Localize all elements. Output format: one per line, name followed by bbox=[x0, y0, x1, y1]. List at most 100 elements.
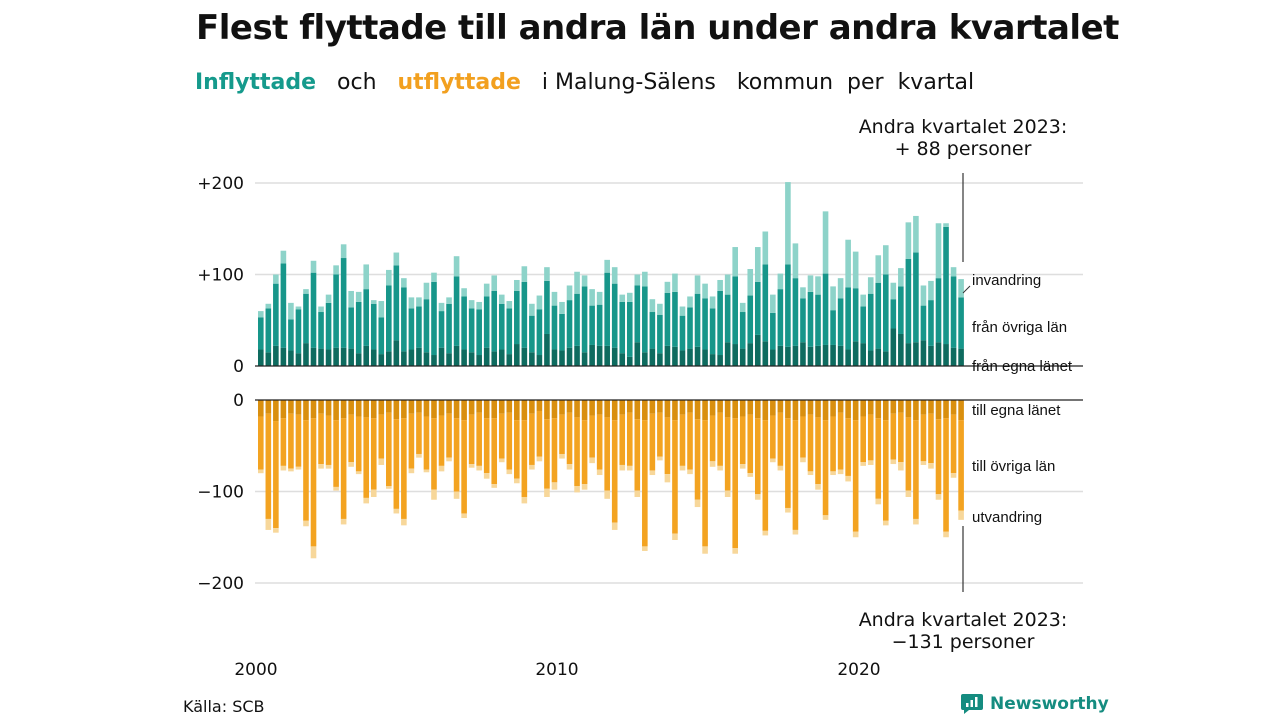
bar-out-ovriga bbox=[920, 414, 927, 462]
bar-in-ovriga bbox=[920, 305, 927, 341]
bar-in-ovriga bbox=[461, 296, 467, 350]
bar-out-egna bbox=[295, 400, 302, 415]
bar-out-utvandring bbox=[800, 457, 806, 463]
bar-out-ovriga bbox=[664, 417, 671, 475]
bar-out-egna bbox=[386, 400, 392, 413]
bar-in-invandring bbox=[468, 300, 475, 309]
bar-in-invandring bbox=[506, 301, 513, 309]
bar-in-ovriga bbox=[506, 308, 513, 355]
bar-out-ovriga bbox=[958, 420, 964, 511]
bar-out-utvandring bbox=[852, 531, 859, 538]
bar-in-invandring bbox=[566, 285, 573, 301]
bar-in-invandring bbox=[958, 279, 964, 298]
bar-in-egna bbox=[913, 342, 919, 366]
bar-in-invandring bbox=[559, 301, 565, 314]
bar-out-egna bbox=[476, 400, 482, 413]
series-label-in: invandring bbox=[972, 272, 1041, 289]
bar-out-ovriga bbox=[423, 416, 430, 470]
bar-in-egna bbox=[935, 342, 942, 366]
bar-in-invandring bbox=[754, 247, 761, 282]
bar-out-utvandring bbox=[325, 464, 332, 469]
bar-in-egna bbox=[574, 345, 580, 366]
bar-out-egna bbox=[852, 400, 859, 421]
bar-in-ovriga bbox=[280, 263, 287, 348]
bar-in-ovriga bbox=[303, 293, 309, 344]
bar-in-ovriga bbox=[882, 274, 889, 352]
bar-in-egna bbox=[657, 353, 663, 366]
bar-out-egna bbox=[672, 400, 678, 421]
bar-in-egna bbox=[318, 348, 324, 366]
bar-out-ovriga bbox=[694, 419, 701, 500]
bar-in-ovriga bbox=[694, 293, 701, 347]
bar-in-ovriga bbox=[709, 308, 716, 355]
bar-out-utvandring bbox=[807, 471, 814, 476]
bar-in-ovriga bbox=[370, 303, 377, 350]
bar-in-egna bbox=[581, 352, 588, 366]
bar-out-ovriga bbox=[438, 415, 445, 466]
bar-out-ovriga bbox=[777, 412, 784, 466]
gridlines bbox=[255, 182, 1083, 584]
bar-in-ovriga bbox=[770, 312, 776, 350]
bar-out-ovriga bbox=[280, 418, 287, 466]
bar-out-ovriga bbox=[589, 415, 595, 458]
bar-out-egna bbox=[958, 400, 964, 421]
series-label-in: från egna länet bbox=[972, 358, 1073, 375]
bar-out-egna bbox=[837, 400, 844, 413]
bar-out-ovriga bbox=[792, 420, 799, 530]
bar-in-ovriga bbox=[943, 226, 949, 345]
bar-out-utvandring bbox=[574, 486, 580, 493]
bar-out-ovriga bbox=[845, 418, 851, 476]
bar-out-utvandring bbox=[702, 546, 708, 554]
bar-in-egna bbox=[446, 353, 452, 366]
bar-in-egna bbox=[815, 345, 821, 366]
bar-in-ovriga bbox=[875, 282, 882, 349]
bar-in-invandring bbox=[717, 279, 723, 291]
bar-out-ovriga bbox=[762, 420, 769, 531]
bar-in-invandring bbox=[822, 211, 829, 274]
bar-in-egna bbox=[837, 345, 844, 366]
bar-in-invandring bbox=[642, 271, 648, 287]
bar-in-egna bbox=[340, 347, 347, 366]
bar-in-egna bbox=[792, 345, 799, 366]
bar-out-egna bbox=[898, 400, 904, 413]
bar-out-utvandring bbox=[875, 498, 882, 505]
bar-in-invandring bbox=[491, 275, 498, 291]
bar-out-egna bbox=[355, 400, 362, 417]
bar-out-utvandring bbox=[438, 465, 445, 472]
bar-in-egna bbox=[732, 344, 738, 366]
bar-out-utvandring bbox=[378, 458, 385, 465]
bar-in-egna bbox=[777, 345, 784, 366]
bar-in-ovriga bbox=[521, 281, 528, 348]
bar-out-egna bbox=[596, 400, 603, 415]
subtitle-rest-d: kvartal bbox=[897, 70, 975, 95]
bar-out-egna bbox=[928, 400, 934, 414]
bar-in-egna bbox=[423, 352, 430, 366]
bar-in-invandring bbox=[363, 264, 370, 290]
bar-out-ovriga bbox=[386, 412, 392, 487]
bar-out-utvandring bbox=[860, 462, 866, 466]
bar-out-utvandring bbox=[626, 465, 633, 471]
bar-out-egna bbox=[875, 400, 882, 419]
bar-in-ovriga bbox=[679, 315, 686, 351]
bar-in-ovriga bbox=[845, 287, 851, 350]
bar-out-egna bbox=[483, 400, 490, 419]
bar-in-ovriga bbox=[453, 276, 460, 346]
bar-out-egna bbox=[574, 400, 580, 418]
bar-out-ovriga bbox=[935, 419, 942, 495]
bar-out-ovriga bbox=[898, 412, 904, 463]
bar-in-invandring bbox=[273, 274, 279, 284]
bar-out-utvandring bbox=[777, 465, 784, 471]
bar-out-utvandring bbox=[694, 499, 701, 508]
bar-in-egna bbox=[943, 344, 949, 366]
bar-out-utvandring bbox=[514, 478, 520, 484]
bar-out-egna bbox=[401, 400, 407, 419]
bar-out-ovriga bbox=[581, 420, 588, 485]
bar-in-invandring bbox=[702, 283, 708, 299]
bar-in-egna bbox=[905, 343, 912, 366]
bar-out-egna bbox=[258, 400, 264, 417]
bar-in-egna bbox=[875, 348, 882, 366]
bar-in-invandring bbox=[408, 297, 415, 309]
bar-in-egna bbox=[770, 349, 776, 366]
bar-out-ovriga bbox=[529, 413, 535, 465]
bar-out-egna bbox=[265, 400, 272, 414]
